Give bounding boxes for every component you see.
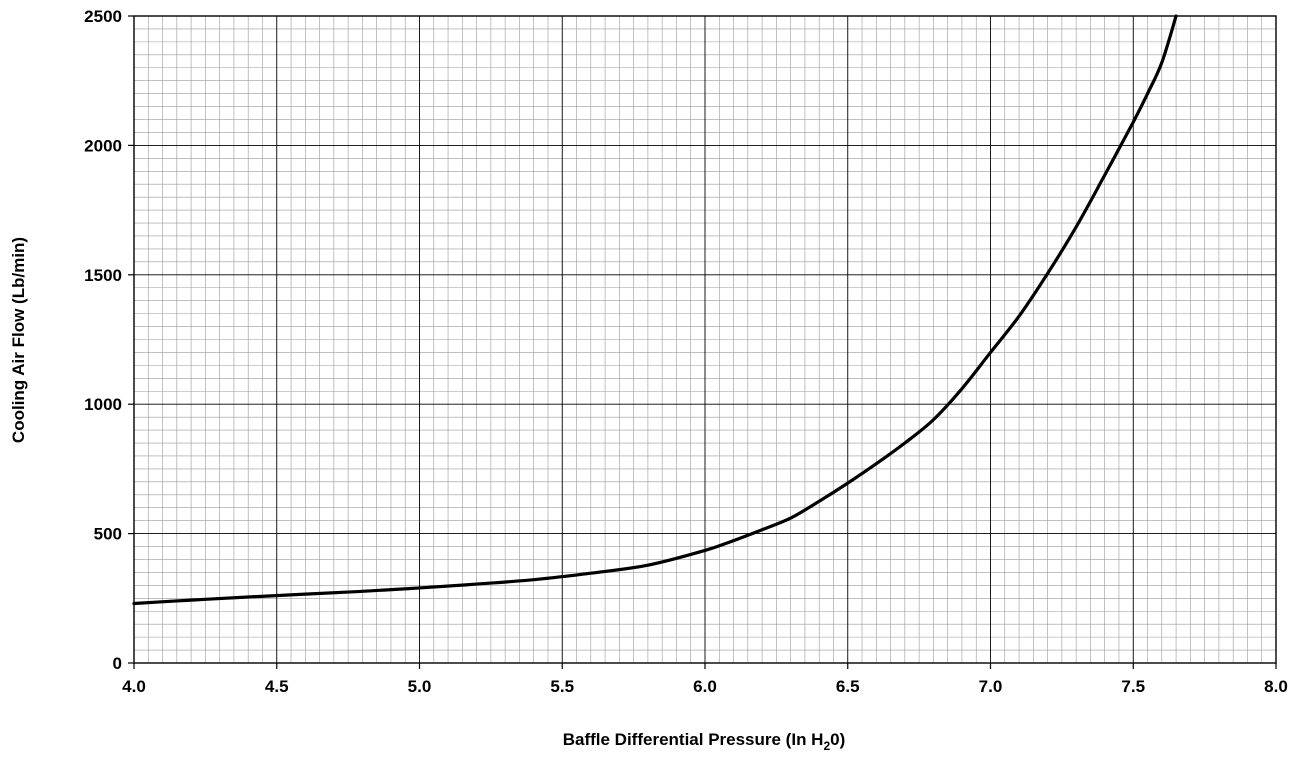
y-tick-label: 2000 xyxy=(84,136,122,155)
series-line-0 xyxy=(132,14,1178,606)
x-axis-label-subscript: 2 xyxy=(823,739,830,753)
x-axis-label: Baffle Differential Pressure (In H20) xyxy=(563,730,846,753)
x-tick-label: 5.0 xyxy=(408,677,432,696)
x-tick-label: 4.5 xyxy=(265,677,289,696)
x-tick-label: 8.0 xyxy=(1264,677,1288,696)
x-tick-label: 6.0 xyxy=(693,677,717,696)
series-layer xyxy=(132,14,1178,606)
y-tick-label: 2500 xyxy=(84,7,122,26)
x-axis-label-suffix: 0) xyxy=(830,730,845,749)
x-tick-label: 4.0 xyxy=(122,677,146,696)
y-tick-label: 500 xyxy=(94,525,122,544)
tick-marks xyxy=(128,15,1277,669)
x-tick-labels: 4.0 4.5 5.0 5.5 6.0 6.5 7.0 7.5 8.0 xyxy=(122,677,1288,696)
y-tick-label: 0 xyxy=(113,654,122,673)
y-tick-label: 1000 xyxy=(84,395,122,414)
x-tick-label: 7.0 xyxy=(979,677,1003,696)
y-tick-label: 1500 xyxy=(84,266,122,285)
x-tick-label: 7.5 xyxy=(1121,677,1145,696)
y-tick-labels: 0 500 1000 1500 2000 2500 xyxy=(84,7,122,673)
y-axis-label: Cooling Air Flow (Lb/min) xyxy=(9,237,28,443)
x-tick-label: 6.5 xyxy=(836,677,860,696)
x-tick-label: 5.5 xyxy=(550,677,574,696)
